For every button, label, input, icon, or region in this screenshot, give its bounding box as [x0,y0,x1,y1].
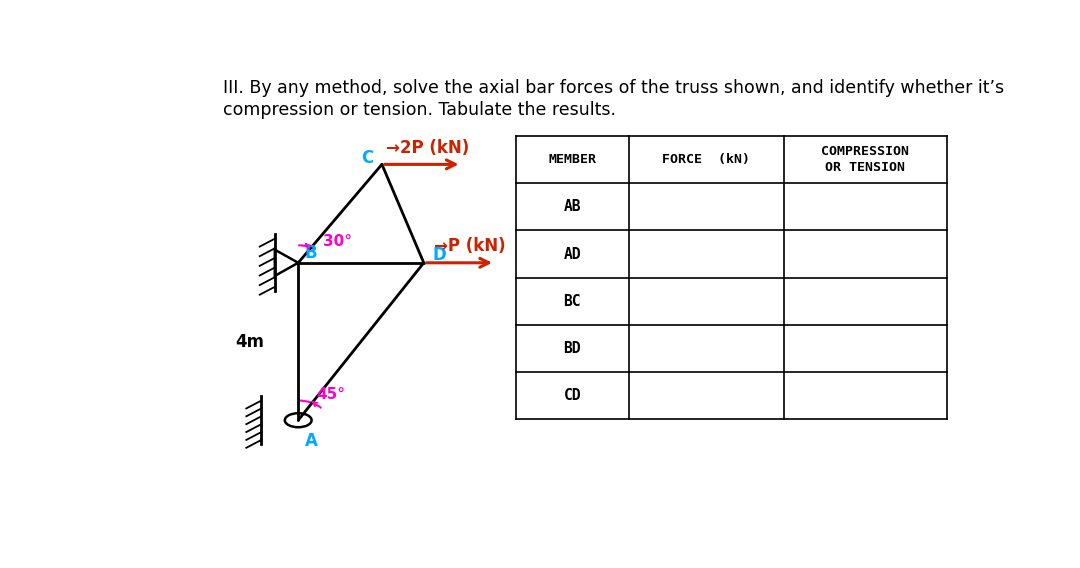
Text: →P (kN): →P (kN) [434,237,505,255]
Text: CD: CD [564,389,581,403]
Text: FORCE  (kN): FORCE (kN) [662,153,751,166]
Text: B: B [305,244,318,262]
Text: 30°: 30° [323,234,352,249]
Text: III. By any method, solve the axial bar forces of the truss shown, and identify : III. By any method, solve the axial bar … [222,79,1004,97]
Text: AB: AB [564,199,581,214]
Text: 4m: 4m [235,332,265,350]
Text: MEMBER: MEMBER [549,153,596,166]
Text: →2P (kN): →2P (kN) [387,139,470,157]
Text: AD: AD [564,247,581,261]
Text: C: C [361,149,374,167]
Text: BD: BD [564,341,581,356]
Text: D: D [432,246,446,264]
Text: BC: BC [564,294,581,309]
Text: A: A [305,432,318,450]
Text: 45°: 45° [316,387,346,402]
Text: compression or tension. Tabulate the results.: compression or tension. Tabulate the res… [222,101,616,119]
Text: COMPRESSION
OR TENSION: COMPRESSION OR TENSION [821,145,909,174]
